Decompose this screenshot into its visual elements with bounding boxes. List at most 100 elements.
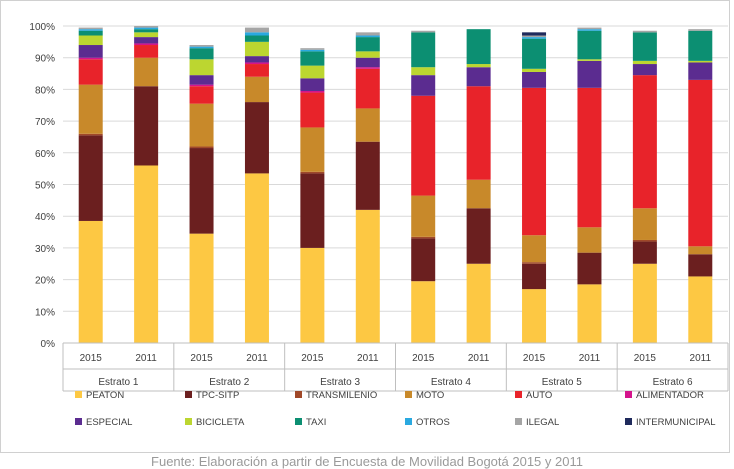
bar-segment bbox=[411, 32, 436, 68]
bar-segment bbox=[244, 76, 269, 103]
bar-segment bbox=[632, 239, 657, 242]
bar-segment bbox=[78, 27, 103, 30]
y-tick-label: 10% bbox=[35, 307, 55, 318]
y-tick-label: 70% bbox=[35, 117, 55, 128]
y-tick-label: 100% bbox=[29, 22, 55, 33]
stacked-bar-chart: 0% 10% 20% 30% 40% 50% 60% 70% 80% 90% 100% 2015 201… bbox=[29, 22, 729, 428]
legend-swatch bbox=[185, 391, 192, 398]
y-tick-label: 50% bbox=[35, 181, 55, 192]
bar-segment bbox=[78, 220, 103, 343]
y-tick-label: 60% bbox=[35, 149, 55, 160]
bar-segment bbox=[688, 60, 713, 63]
legend-swatch bbox=[185, 418, 192, 425]
bar-segment bbox=[411, 236, 436, 239]
bar-segment bbox=[355, 141, 380, 210]
bar-segment bbox=[134, 27, 159, 30]
x-tick-label: 2011 bbox=[135, 353, 157, 364]
legend-swatch bbox=[295, 391, 302, 398]
bar-segment bbox=[355, 51, 380, 58]
bar-segment bbox=[78, 30, 103, 36]
bar-segment bbox=[300, 51, 325, 66]
bar-segment bbox=[244, 102, 269, 174]
bar-segment bbox=[522, 71, 547, 88]
legend-swatch bbox=[625, 418, 632, 425]
x-tick-label: 2011 bbox=[690, 353, 712, 364]
bar-segment bbox=[244, 35, 269, 42]
bar-segment bbox=[522, 37, 547, 39]
y-tick-label: 20% bbox=[35, 276, 55, 287]
bar-segment bbox=[134, 45, 159, 58]
bar-segment bbox=[522, 87, 547, 236]
bar-segment bbox=[577, 252, 602, 285]
y-tick-label: 90% bbox=[35, 54, 55, 65]
x-tick-label: 2011 bbox=[468, 353, 490, 364]
legend-label: ALIMENTADOR bbox=[636, 390, 704, 401]
bar-segment bbox=[466, 263, 491, 343]
bar-segment bbox=[244, 27, 269, 33]
bar-segment bbox=[189, 103, 214, 147]
bar-segment bbox=[522, 235, 547, 263]
bar-segment bbox=[522, 35, 547, 38]
bar-segment bbox=[577, 60, 602, 88]
bar-segment bbox=[189, 45, 214, 47]
bar-segment bbox=[466, 179, 491, 209]
legend-label: TRANSMILENIO bbox=[306, 390, 377, 401]
group-label: Estrato 4 bbox=[431, 377, 471, 388]
legend-swatch bbox=[625, 391, 632, 398]
bar-segment bbox=[134, 165, 159, 343]
bar-segment bbox=[189, 46, 214, 49]
x-tick-label: 2015 bbox=[190, 353, 213, 364]
bar-segment bbox=[300, 173, 325, 248]
bar-segment bbox=[78, 84, 103, 134]
bar-segment bbox=[577, 87, 602, 228]
bar-segment bbox=[244, 62, 269, 65]
bar-segment bbox=[355, 67, 380, 69]
bar-segment bbox=[355, 68, 380, 109]
bar-segment bbox=[300, 171, 325, 174]
bar-segment bbox=[78, 45, 103, 58]
x-tick-label: 2015 bbox=[523, 353, 546, 364]
y-tick-label: 80% bbox=[35, 85, 55, 96]
bar-segment bbox=[189, 75, 214, 85]
bar-segment bbox=[632, 208, 657, 240]
bar-segment bbox=[355, 108, 380, 142]
legend-swatch bbox=[75, 418, 82, 425]
bar-segment bbox=[134, 37, 159, 44]
bar-segment bbox=[355, 57, 380, 68]
bar-segment bbox=[411, 75, 436, 96]
bar-segment bbox=[134, 26, 159, 28]
group-label: Estrato 2 bbox=[209, 377, 249, 388]
legend-label: OTROS bbox=[416, 417, 450, 428]
bar-segment bbox=[577, 29, 602, 31]
bar-segment bbox=[244, 173, 269, 343]
bar-segment bbox=[522, 32, 547, 36]
bar-segment bbox=[134, 29, 159, 33]
bar-segment bbox=[78, 35, 103, 46]
x-tick-label: 2015 bbox=[301, 353, 324, 364]
bar-segment bbox=[632, 32, 657, 61]
bar-segment bbox=[522, 38, 547, 69]
legend-label: ILEGAL bbox=[526, 417, 559, 428]
bar-segment bbox=[189, 148, 214, 234]
group-label: Estrato 6 bbox=[653, 377, 693, 388]
legend-label: AUTO bbox=[526, 390, 552, 401]
bar-segment bbox=[522, 262, 547, 264]
legend-label: ESPECIAL bbox=[86, 417, 132, 428]
bar-segment bbox=[300, 78, 325, 91]
bar-segment bbox=[300, 127, 325, 172]
legend-label: MOTO bbox=[416, 390, 444, 401]
legend-swatch bbox=[405, 418, 412, 425]
bar-segment bbox=[300, 92, 325, 128]
bar-segment bbox=[577, 284, 602, 343]
group-label: Estrato 1 bbox=[98, 377, 138, 388]
bar-segment bbox=[411, 30, 436, 33]
x-tick-label: 2015 bbox=[412, 353, 435, 364]
bar-segment bbox=[411, 281, 436, 343]
y-tick-label: 40% bbox=[35, 212, 55, 223]
x-tick-label: 2011 bbox=[246, 353, 268, 364]
bar-segment bbox=[688, 254, 713, 277]
bar-segment bbox=[466, 29, 491, 65]
y-tick-label: 0% bbox=[41, 339, 56, 350]
y-tick-label: 30% bbox=[35, 244, 55, 255]
bar-segment bbox=[134, 43, 159, 46]
